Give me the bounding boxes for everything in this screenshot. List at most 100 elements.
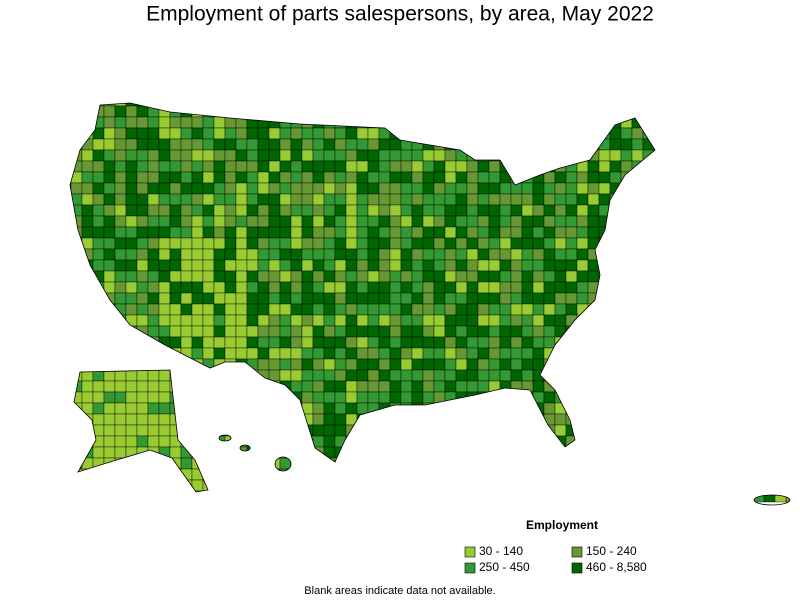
map-area <box>598 226 611 239</box>
map-area <box>488 303 501 316</box>
map-area <box>136 226 149 239</box>
map-area <box>235 292 248 305</box>
map-area <box>169 479 182 492</box>
map-area <box>246 347 259 360</box>
map-area <box>642 182 655 195</box>
map-area <box>334 149 347 162</box>
map-area <box>411 490 424 503</box>
map-area <box>455 303 468 316</box>
map-area <box>433 490 446 503</box>
map-area <box>664 248 677 261</box>
map-area <box>664 347 677 360</box>
map-area <box>477 182 490 195</box>
map-area <box>763 479 776 492</box>
map-area <box>125 193 138 206</box>
map-area <box>697 103 710 107</box>
map-area <box>455 193 468 206</box>
map-area <box>125 226 138 239</box>
map-area <box>719 391 732 404</box>
map-area <box>576 248 589 261</box>
map-area <box>774 380 787 393</box>
map-area <box>521 281 534 294</box>
map-area <box>279 248 292 261</box>
map-area <box>147 259 160 272</box>
map-area <box>587 314 600 327</box>
map-area <box>774 435 787 448</box>
map-area <box>191 369 204 382</box>
map-area <box>422 435 435 448</box>
map-area <box>279 127 292 140</box>
map-area <box>334 391 347 404</box>
map-area <box>664 127 677 140</box>
map-area <box>466 468 479 481</box>
map-area <box>367 413 380 426</box>
map-area <box>312 380 325 393</box>
map-area <box>411 314 424 327</box>
map-area <box>70 248 72 261</box>
map-area <box>279 314 292 327</box>
map-area <box>763 358 776 371</box>
map-area <box>257 226 270 239</box>
map-area <box>686 446 699 459</box>
map-area <box>125 402 138 415</box>
map-area <box>257 358 270 371</box>
map-area <box>565 160 578 173</box>
map-area <box>653 105 666 118</box>
map-area <box>576 292 589 305</box>
map-area <box>532 336 545 349</box>
map-area <box>158 347 171 360</box>
map-area <box>543 182 556 195</box>
map-area <box>708 160 721 173</box>
map-area <box>312 479 325 492</box>
map-area <box>620 391 633 404</box>
map-area <box>752 103 765 107</box>
map-area <box>411 193 424 206</box>
map-area <box>565 358 578 371</box>
map-area <box>70 103 83 107</box>
map-area <box>136 182 149 195</box>
map-area <box>609 215 622 228</box>
map-area <box>345 138 358 151</box>
map-area <box>290 490 303 503</box>
map-area <box>389 103 402 107</box>
map-area <box>752 149 765 162</box>
map-area <box>125 171 138 184</box>
map-area <box>81 490 94 503</box>
map-area <box>191 149 204 162</box>
map-area <box>125 314 138 327</box>
map-area <box>774 369 787 382</box>
map-area <box>411 435 424 448</box>
map-area <box>345 490 358 503</box>
map-area <box>752 314 765 327</box>
map-area <box>70 182 83 195</box>
map-area <box>708 193 721 206</box>
map-area <box>114 402 127 415</box>
map-area <box>103 226 116 239</box>
map-area <box>103 391 116 404</box>
map-area <box>741 116 754 129</box>
map-area <box>576 116 589 129</box>
map-area <box>565 479 578 492</box>
map-area <box>312 446 325 459</box>
map-area <box>774 116 787 129</box>
map-area <box>422 424 435 437</box>
map-area <box>708 259 721 272</box>
map-area <box>587 446 600 459</box>
map-area <box>510 127 523 140</box>
map-area <box>510 314 523 327</box>
map-area <box>257 336 270 349</box>
map-area <box>323 413 336 426</box>
map-area <box>686 116 699 129</box>
map-area <box>477 347 490 360</box>
map-area <box>191 380 204 393</box>
map-area <box>147 413 160 426</box>
map-area <box>257 402 270 415</box>
map-area <box>466 424 479 437</box>
map-area <box>664 413 677 426</box>
map-area <box>246 292 259 305</box>
map-area <box>774 446 787 459</box>
map-area <box>730 336 743 349</box>
map-area <box>752 413 765 426</box>
map-area <box>433 103 446 107</box>
map-area <box>752 160 765 173</box>
